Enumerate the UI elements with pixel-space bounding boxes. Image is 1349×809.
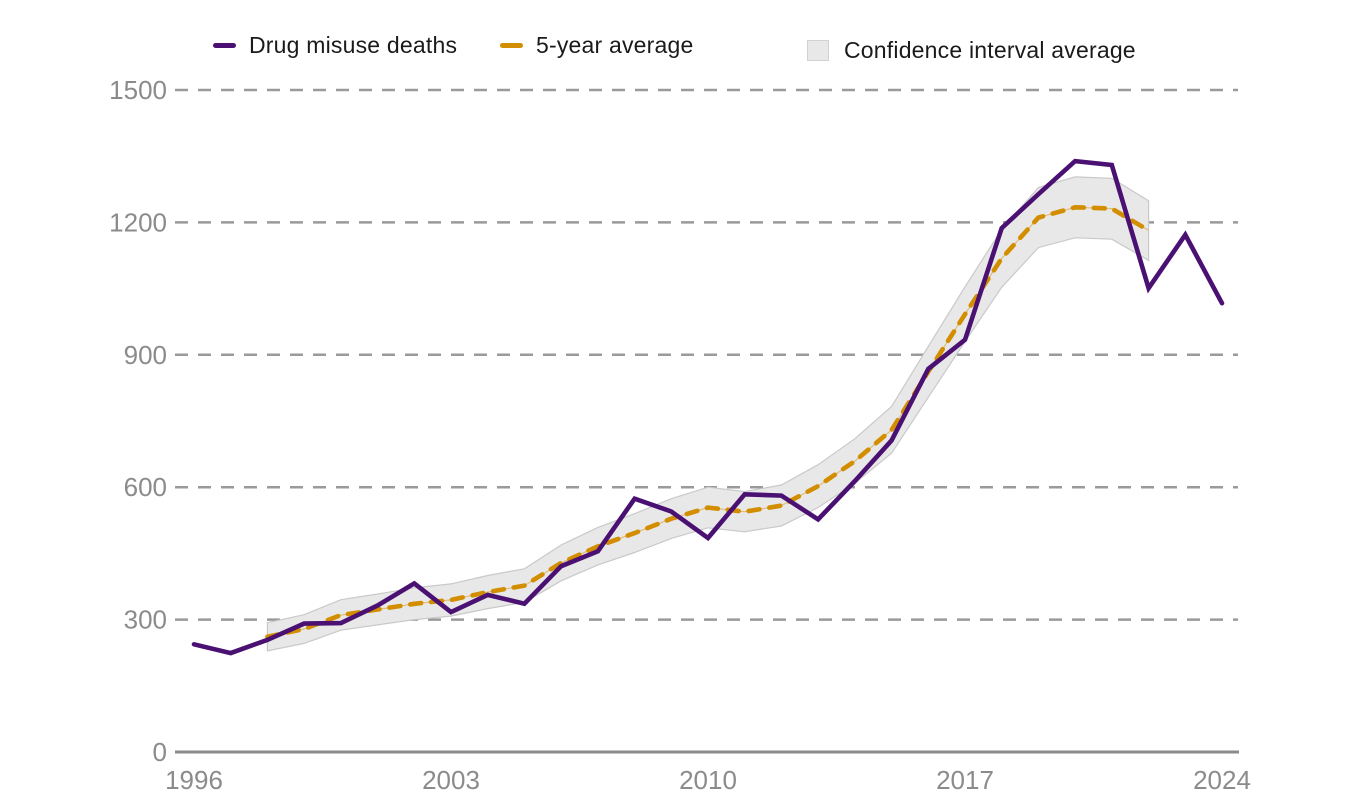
x-tick-label-2017: 2017 [936,765,994,795]
legend-label-drug-misuse-deaths: Drug misuse deaths [249,32,458,58]
y-tick-label-300: 300 [124,605,167,635]
chart-legend: Drug misuse deaths 5-year average Confid… [0,0,1349,70]
y-tick-label-1200: 1200 [109,207,167,237]
legend-label-confidence-interval: Confidence interval average [844,37,1136,63]
y-tick-label-1500: 1500 [109,75,167,105]
legend-item-confidence-interval: Confidence interval average [807,37,1136,64]
drug-misuse-deaths-line [191,158,1225,656]
x-tick-label-2003: 2003 [422,765,480,795]
x-tick-label-1996: 1996 [165,765,223,795]
y-tick-label-900: 900 [124,340,167,370]
confidence-interval-box-swatch-icon [807,40,829,61]
five-year-average-line-swatch-icon [500,43,523,48]
drug-misuse-deaths-line-swatch-icon [213,43,236,48]
y-tick-label-600: 600 [124,472,167,502]
confidence-interval-band [266,176,1150,652]
legend-label-5-year-average: 5-year average [536,32,694,58]
legend-item-5-year-average: 5-year average [500,32,694,59]
y-tick-label-0: 0 [153,737,167,767]
x-tick-label-2024: 2024 [1193,765,1251,795]
legend-item-drug-misuse-deaths: Drug misuse deaths [213,32,457,59]
x-tick-label-2010: 2010 [679,765,737,795]
five-year-average-line [265,205,1151,640]
